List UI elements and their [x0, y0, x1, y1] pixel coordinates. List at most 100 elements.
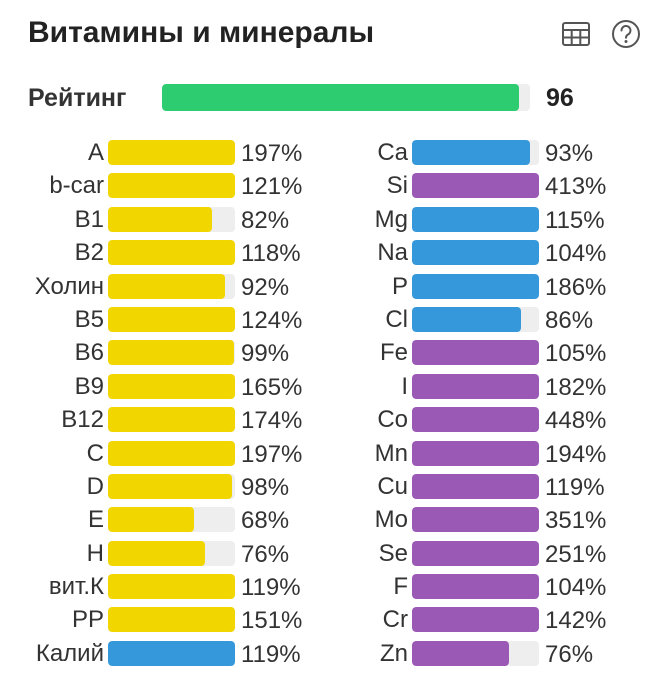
nutrient-bar: [412, 574, 539, 600]
nutrient-row: b-car 121%: [0, 169, 330, 202]
nutrient-bar: [108, 507, 235, 533]
nutrient-bar: [412, 473, 539, 499]
nutrient-label: C: [86, 439, 104, 467]
nutrient-row: A 197%: [0, 136, 330, 169]
nutrient-bar: [412, 407, 539, 433]
nutrient-label: B1: [74, 205, 104, 233]
nutrient-percent: 76%: [241, 540, 290, 568]
nutrient-percent: 93%: [545, 140, 594, 167]
minerals-column: Ca 93% Si 413% Mg 115% Na 104% P 186% Cl 86% Fe 105% I…: [330, 136, 666, 670]
nutrient-row: Калий 119%: [0, 637, 330, 670]
nutrient-bar-fill: [412, 507, 539, 533]
nutrient-percent: 98%: [241, 473, 290, 501]
nutrient-row: B5 124%: [0, 303, 330, 336]
nutrient-row: вит.К 119%: [0, 570, 330, 603]
nutrient-percent: 76%: [545, 640, 594, 668]
nutrient-label: H: [86, 539, 104, 567]
help-icon[interactable]: [610, 18, 642, 50]
nutrient-row: Fe 105%: [330, 336, 666, 369]
nutrient-label: B2: [74, 239, 104, 267]
nutrient-row: Ca 93%: [330, 136, 666, 169]
page-title: Витамины и минералы: [28, 16, 375, 49]
nutrient-percent: 182%: [545, 373, 607, 401]
nutrient-bar: [412, 607, 539, 633]
nutrient-label: Mg: [374, 205, 408, 233]
nutrient-bar: [412, 540, 539, 566]
nutrient-label: B5: [74, 305, 104, 333]
nutrient-row: Se 251%: [330, 537, 666, 570]
nutrient-row: Cu 119%: [330, 470, 666, 503]
nutrient-percent: 119%: [241, 640, 301, 668]
nutrient-bar-fill: [108, 140, 235, 165]
rating-bar-fill: [162, 84, 519, 111]
nutrient-row: Co 448%: [330, 403, 666, 436]
nutrient-bar: [412, 273, 539, 299]
rating-value: 96: [546, 84, 574, 112]
nutrient-row: Na 104%: [330, 236, 666, 269]
rating-bar: [162, 84, 530, 111]
nutrient-bar-fill: [108, 273, 225, 299]
nutrient-bar: [108, 574, 235, 600]
nutrient-percent: 121%: [241, 173, 303, 201]
nutrient-percent: 413%: [545, 173, 607, 201]
nutrient-bar: [108, 373, 235, 399]
nutrient-label: b-car: [49, 172, 104, 200]
nutrient-bar: [108, 340, 235, 366]
nutrient-bar-fill: [412, 173, 539, 199]
nutrient-row: B1 82%: [0, 203, 330, 236]
nutrient-label: I: [401, 372, 408, 400]
nutrient-label: вит.К: [48, 573, 104, 601]
nutrient-label: A: [87, 139, 104, 166]
nutrient-label: PP: [71, 606, 104, 634]
nutrient-percent: 142%: [545, 607, 607, 635]
nutrient-bar: [108, 540, 235, 566]
nutrient-percent: 197%: [241, 440, 303, 468]
nutrient-percent: 115%: [545, 206, 605, 234]
nutrient-label: B12: [61, 406, 104, 434]
nutrient-bar-fill: [412, 140, 531, 165]
nutrient-row: PP 151%: [0, 603, 330, 636]
nutrient-bar-fill: [412, 540, 539, 566]
nutrient-label: Fe: [379, 339, 408, 367]
nutrient-label: Mn: [374, 439, 408, 467]
table-icon[interactable]: [560, 18, 592, 50]
nutrient-row: Cl 86%: [330, 303, 666, 336]
nutrient-bar: [412, 206, 539, 232]
nutrient-bar-fill: [412, 306, 522, 332]
nutrient-bar-fill: [412, 574, 539, 600]
nutrient-percent: 119%: [545, 473, 605, 501]
nutrient-bar-fill: [108, 640, 235, 666]
nutrient-label: Na: [377, 239, 408, 267]
nutrient-bar-fill: [108, 407, 235, 433]
nutrient-label: E: [87, 506, 104, 534]
nutrient-bar: [412, 173, 539, 199]
nutrient-bar-fill: [108, 473, 233, 499]
header: Витамины и минералы: [28, 14, 642, 54]
nutrient-row: Mo 351%: [330, 503, 666, 536]
vitamins-column: A 197% b-car 121% B1 82% B2 118% Холин 92% B5 124% B…: [0, 136, 330, 670]
nutrient-percent: 251%: [545, 540, 607, 568]
nutrient-percent: 104%: [545, 240, 607, 268]
nutrient-label: D: [86, 472, 104, 500]
nutrient-bar: [108, 240, 235, 266]
nutrient-label: Cu: [377, 472, 408, 500]
nutrient-percent: 68%: [241, 507, 290, 535]
nutrient-bar-fill: [412, 373, 539, 399]
nutrient-bar: [412, 340, 539, 366]
nutrient-percent: 197%: [241, 140, 303, 167]
nutrient-label: B9: [74, 372, 104, 400]
nutrient-label: Si: [386, 172, 408, 200]
nutrient-row: B2 118%: [0, 236, 330, 269]
nutrient-bar-fill: [108, 607, 235, 633]
nutrient-bar-fill: [412, 640, 509, 666]
nutrient-percent: 82%: [241, 206, 290, 234]
nutrient-bar-fill: [412, 340, 539, 366]
nutrient-row: B6 99%: [0, 336, 330, 369]
nutrient-bar-fill: [412, 273, 539, 299]
nutrient-label: Холин: [34, 272, 104, 300]
nutrient-bar-fill: [412, 206, 539, 232]
nutrient-percent: 92%: [241, 273, 290, 301]
nutrient-bar: [108, 640, 235, 666]
nutrient-bar-fill: [108, 507, 195, 533]
nutrient-percent: 448%: [545, 407, 607, 435]
